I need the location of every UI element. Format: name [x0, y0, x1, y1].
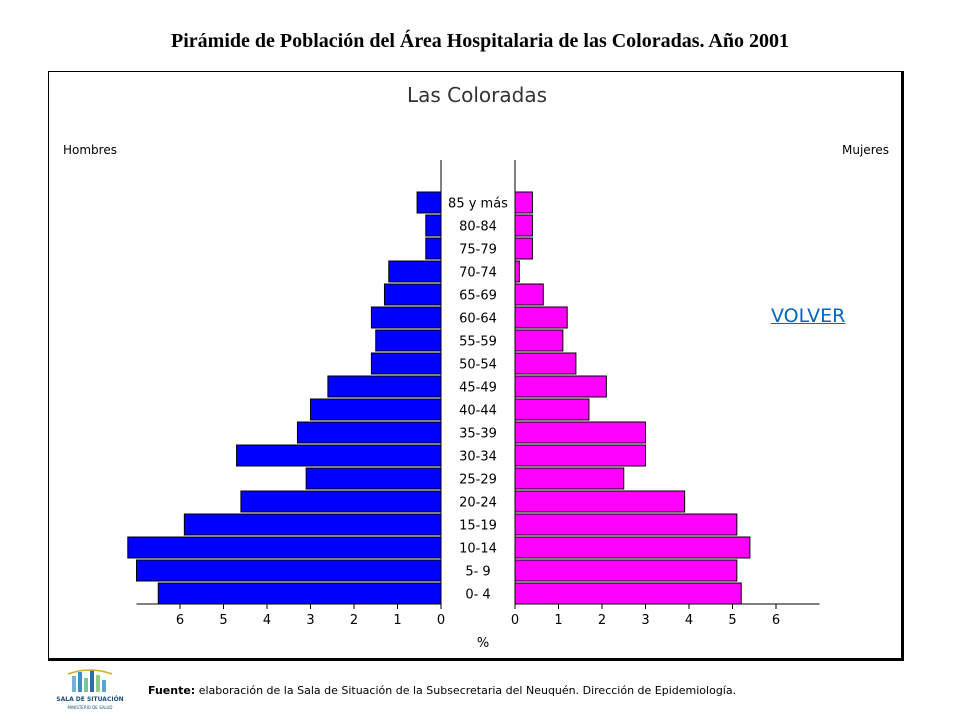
bar-mujeres-2: [514, 536, 751, 559]
bar-mujeres-12: [514, 306, 568, 329]
bar-mujeres-7: [514, 421, 646, 444]
bar-mujeres-16: [514, 214, 533, 237]
bar-mujeres-6: [514, 444, 646, 467]
bar-mujeres-14: [514, 260, 520, 283]
right-tick-label-6: 6: [772, 613, 780, 628]
source-label: Fuente:: [148, 684, 196, 697]
left-group-label: Hombres: [63, 143, 117, 157]
bar-hombres-4: [240, 490, 442, 513]
category-label-17: 85 y más: [448, 197, 508, 212]
svg-text:SALA DE SITUACIÓN: SALA DE SITUACIÓN: [56, 696, 123, 703]
bar-hombres-12: [370, 306, 442, 329]
bar-hombres-14: [388, 260, 442, 283]
bar-hombres-11: [375, 329, 442, 352]
page-title: Pirámide de Población del Área Hospitala…: [171, 30, 789, 52]
bar-mujeres-10: [514, 352, 577, 375]
bar-mujeres-15: [514, 237, 533, 260]
chart-title: Las Coloradas: [407, 83, 547, 107]
category-label-3: 15-19: [459, 519, 497, 534]
bar-mujeres-9: [514, 375, 607, 398]
source-text: elaboración de la Sala de Situación de l…: [195, 684, 737, 697]
category-label-14: 70-74: [459, 266, 497, 281]
x-axis-label: %: [477, 636, 489, 651]
bar-hombres-1: [136, 559, 442, 582]
category-label-1: 5- 9: [465, 565, 490, 580]
right-tick-label-2: 2: [598, 613, 606, 628]
category-label-8: 40-44: [459, 404, 497, 419]
population-pyramid-chart: Las Coloradas Hombres Mujeres % 0- 4 5- 9…: [63, 83, 889, 651]
right-tick-label-4: 4: [685, 613, 693, 628]
bar-hombres-3: [183, 513, 442, 536]
sala-de-situacion-logo: SALA DE SITUACIÓN MINISTERIO DE SALUD: [56, 669, 124, 710]
category-label-11: 55-59: [459, 335, 497, 350]
bar-mujeres-1: [514, 559, 738, 582]
bar-hombres-6: [236, 444, 442, 467]
category-label-16: 80-84: [459, 220, 497, 235]
right-tick-label-1: 1: [554, 613, 562, 628]
bar-hombres-16: [425, 214, 442, 237]
category-label-12: 60-64: [459, 312, 497, 327]
chart-frame: Las Coloradas Hombres Mujeres % 0- 4 5- 9…: [48, 71, 904, 661]
category-label-5: 25-29: [459, 473, 497, 488]
right-group-label: Mujeres: [842, 143, 889, 157]
bar-hombres-8: [310, 398, 442, 421]
svg-text:MINISTERIO DE SALUD: MINISTERIO DE SALUD: [68, 705, 113, 710]
right-tick-label-3: 3: [641, 613, 649, 628]
bar-mujeres-4: [514, 490, 686, 513]
bar-mujeres-11: [514, 329, 564, 352]
left-tick-label-6: 0: [437, 613, 445, 628]
volver-link[interactable]: VOLVER: [771, 305, 846, 327]
category-label-7: 35-39: [459, 427, 497, 442]
bar-hombres-5: [305, 467, 442, 490]
left-tick-label-5: 1: [393, 613, 401, 628]
category-label-0: 0- 4: [465, 588, 490, 603]
bar-hombres-13: [383, 283, 442, 306]
bar-mujeres-13: [514, 283, 544, 306]
bar-hombres-15: [425, 237, 442, 260]
category-label-15: 75-79: [459, 243, 497, 258]
category-label-4: 20-24: [459, 496, 497, 511]
left-tick-label-4: 2: [350, 613, 358, 628]
bar-mujeres-0: [514, 582, 742, 605]
bar-hombres-7: [296, 421, 442, 444]
source-footnote: Fuente: elaboración de la Sala de Situac…: [148, 684, 736, 697]
bar-hombres-9: [327, 375, 442, 398]
left-tick-label-1: 5: [219, 613, 227, 628]
bar-mujeres-3: [514, 513, 738, 536]
category-label-2: 10-14: [459, 542, 497, 557]
bar-mujeres-5: [514, 467, 625, 490]
left-tick-label-2: 4: [263, 613, 271, 628]
category-label-13: 65-69: [459, 289, 497, 304]
bar-hombres-0: [157, 582, 442, 605]
bar-mujeres-8: [514, 398, 590, 421]
category-label-6: 30-34: [459, 450, 497, 465]
left-tick-label-0: 6: [176, 613, 184, 628]
category-label-9: 45-49: [459, 381, 497, 396]
bar-hombres-2: [127, 536, 442, 559]
bar-hombres-17: [416, 191, 442, 214]
bar-hombres-10: [370, 352, 442, 375]
right-tick-label-5: 5: [728, 613, 736, 628]
bar-mujeres-17: [514, 191, 533, 214]
category-label-10: 50-54: [459, 358, 497, 373]
left-tick-label-3: 3: [306, 613, 314, 628]
right-tick-label-0: 0: [511, 613, 519, 628]
